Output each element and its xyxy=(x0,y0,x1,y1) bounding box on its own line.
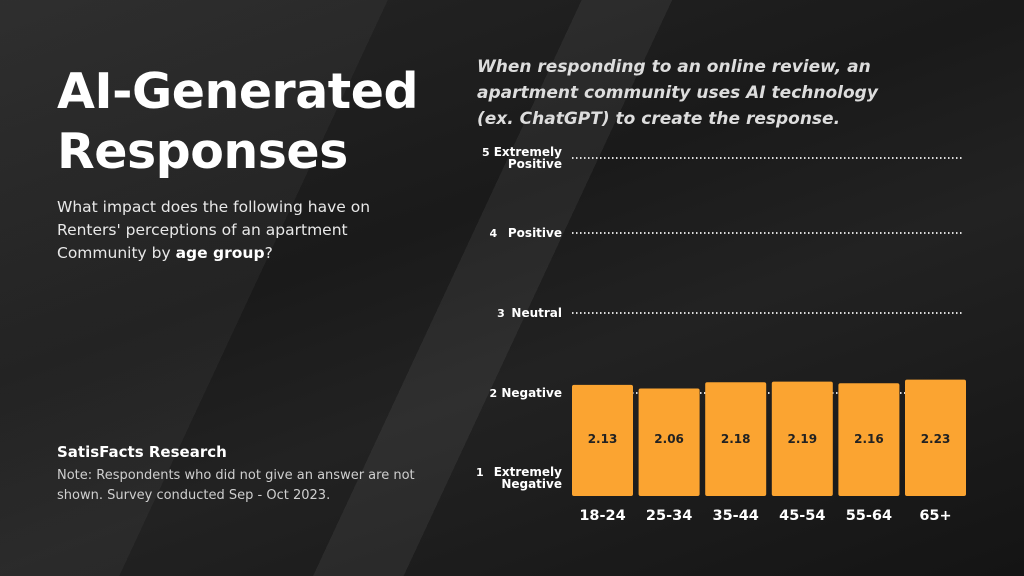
bar-55-64 xyxy=(838,383,900,496)
x-tick-label: 45-54 xyxy=(779,508,825,524)
bar-value-label: 2.23 xyxy=(921,432,951,446)
source: SatisFacts Research xyxy=(57,443,227,461)
y-tick-number: 3 xyxy=(497,307,505,320)
subtitle-end: ? xyxy=(264,244,273,262)
x-tick-label: 65+ xyxy=(919,508,951,524)
y-tick-number: 4 xyxy=(490,227,498,240)
subtitle-text: What impact does the following have on R… xyxy=(57,198,371,262)
y-tick-number: 2 xyxy=(490,387,498,400)
x-tick-label: 55-64 xyxy=(846,508,892,524)
y-tick-label: Neutral xyxy=(511,306,562,320)
y-tick-number: 5 xyxy=(482,146,490,159)
page-title: AI-Generated Responses xyxy=(57,62,419,182)
bar-65+ xyxy=(905,379,966,496)
y-tick-label: Negative xyxy=(501,386,562,400)
x-tick-label: 35-44 xyxy=(713,508,759,524)
y-tick-label: Extremely xyxy=(494,465,562,479)
bar-18-24 xyxy=(572,384,633,496)
bar-35-44 xyxy=(705,382,767,496)
y-tick-label: Extremely xyxy=(494,145,562,159)
y-tick-label: Positive xyxy=(508,157,562,171)
bar-value-label: 2.06 xyxy=(654,432,684,446)
bar-value-label: 2.18 xyxy=(721,432,751,446)
bar-25-34 xyxy=(638,388,700,496)
note: Note: Respondents who did not give an an… xyxy=(57,468,415,503)
y-tick-label: Positive xyxy=(508,226,562,240)
subtitle: What impact does the following have on R… xyxy=(57,196,407,265)
bar-45-54 xyxy=(771,381,833,496)
y-tick-number: 1 xyxy=(476,466,484,479)
x-tick-label: 25-34 xyxy=(646,508,692,524)
title-line-1: AI-Generated xyxy=(57,63,419,120)
chart-title: When responding to an online review, an … xyxy=(477,57,878,129)
subtitle-bold: age group xyxy=(175,244,265,262)
y-tick-label: Negative xyxy=(501,477,562,491)
bar-value-label: 2.13 xyxy=(588,432,618,446)
bar-value-label: 2.16 xyxy=(854,432,884,446)
x-tick-label: 18-24 xyxy=(579,508,625,524)
title-line-2: Responses xyxy=(57,123,348,180)
bar-value-label: 2.19 xyxy=(787,432,817,446)
